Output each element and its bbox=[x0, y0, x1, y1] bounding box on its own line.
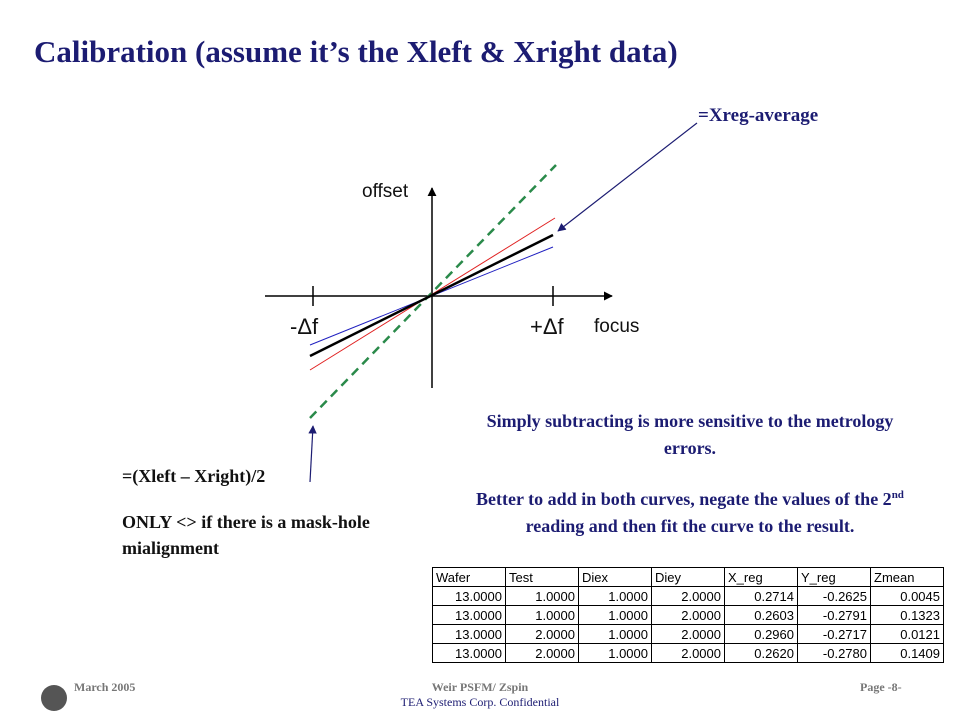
table-row: 13.0000 1.0000 1.0000 2.0000 0.2714 -0.2625 0.… bbox=[432, 586, 944, 606]
table-cell: 2.0000 bbox=[651, 586, 725, 606]
table-header-cell: X_reg bbox=[724, 567, 798, 587]
table-header-cell: Diey bbox=[651, 567, 725, 587]
note-part: Better to add in both curves, negate the… bbox=[476, 489, 892, 509]
table-cell: 0.2603 bbox=[724, 605, 798, 625]
table-row: 13.0000 2.0000 1.0000 2.0000 0.2960 -0.2717 0.… bbox=[432, 624, 944, 644]
pointer-arrow bbox=[308, 425, 317, 483]
table-header-cell: Wafer bbox=[432, 567, 506, 587]
table-cell: -0.2625 bbox=[797, 586, 871, 606]
table-cell: -0.2791 bbox=[797, 605, 871, 625]
table-header: Wafer Test Diex Diey X_reg Y_reg Zmean bbox=[432, 567, 944, 587]
table-cell: 1.0000 bbox=[505, 586, 579, 606]
average-label: =Xreg-average bbox=[698, 105, 819, 126]
table-cell: 13.0000 bbox=[432, 643, 506, 663]
difference-label: =(Xleft – Xright)/2 bbox=[122, 466, 266, 486]
table-cell: 0.0045 bbox=[870, 586, 944, 606]
table-cell: 0.2620 bbox=[724, 643, 798, 663]
footer-center: Weir PSFM/ Zspin bbox=[431, 680, 529, 694]
footer-page: Page -8- bbox=[860, 680, 902, 694]
plus-label: +Δf bbox=[530, 314, 564, 339]
table-cell: 2.0000 bbox=[505, 624, 579, 644]
table-cell: 13.0000 bbox=[432, 605, 506, 625]
note: Simply subtracting is more sensitive to … bbox=[486, 411, 894, 458]
table-header-cell: Diex bbox=[578, 567, 652, 587]
logo bbox=[41, 685, 67, 711]
table-cell: 1.0000 bbox=[578, 643, 652, 663]
slide-title: Calibration (assume it’s the Xleft & Xri… bbox=[34, 34, 678, 69]
pointer-arrow bbox=[557, 122, 698, 232]
table-cell: 1.0000 bbox=[578, 586, 652, 606]
table-header-cell: Test bbox=[505, 567, 579, 587]
table-cell: 0.0121 bbox=[870, 624, 944, 644]
minus-label: -Δf bbox=[290, 314, 319, 339]
table-cell: 0.2960 bbox=[724, 624, 798, 644]
table-cell: 2.0000 bbox=[651, 643, 725, 663]
table-cell: 2.0000 bbox=[505, 643, 579, 663]
x-axis-label: focus bbox=[594, 316, 640, 337]
footer-date: March 2005 bbox=[74, 680, 136, 694]
data-table: Wafer Test Diex Diey X_reg Y_reg Zmean 13.0000… bbox=[432, 567, 944, 663]
note-sup: nd bbox=[891, 489, 904, 501]
table-cell: -0.2717 bbox=[797, 624, 871, 644]
table-header-cell: Zmean bbox=[870, 567, 944, 587]
difference-note: ONLY <> if there is a mask-hole mialignm… bbox=[122, 512, 370, 558]
table-cell: 2.0000 bbox=[651, 605, 725, 625]
table-body: 13.0000 1.0000 1.0000 2.0000 0.2714 -0.2625 0.… bbox=[432, 586, 944, 663]
table-cell: 1.0000 bbox=[578, 624, 652, 644]
table-cell: 13.0000 bbox=[432, 586, 506, 606]
y-axis-label: offset bbox=[362, 181, 409, 202]
table-cell: 0.2714 bbox=[724, 586, 798, 606]
table-cell: 13.0000 bbox=[432, 624, 506, 644]
note: Better to add in both curves, negate the… bbox=[465, 482, 915, 540]
table-row: 13.0000 2.0000 1.0000 2.0000 0.2620 -0.2780 0.… bbox=[432, 643, 944, 663]
table-cell: 2.0000 bbox=[651, 624, 725, 644]
table-row: 13.0000 1.0000 1.0000 2.0000 0.2603 -0.2791 0.… bbox=[432, 605, 944, 625]
table-cell: 1.0000 bbox=[578, 605, 652, 625]
table-cell: 0.1409 bbox=[870, 643, 944, 663]
footer-company: TEA Systems Corp. Confidential bbox=[400, 695, 560, 709]
note-part: reading and then fit the curve to the re… bbox=[525, 516, 855, 536]
table-cell: -0.2780 bbox=[797, 643, 871, 663]
average-line bbox=[309, 233, 554, 358]
difference-line bbox=[309, 164, 557, 419]
table-cell: 1.0000 bbox=[505, 605, 579, 625]
table-cell: 0.1323 bbox=[870, 605, 944, 625]
table-header-cell: Y_reg bbox=[797, 567, 871, 587]
